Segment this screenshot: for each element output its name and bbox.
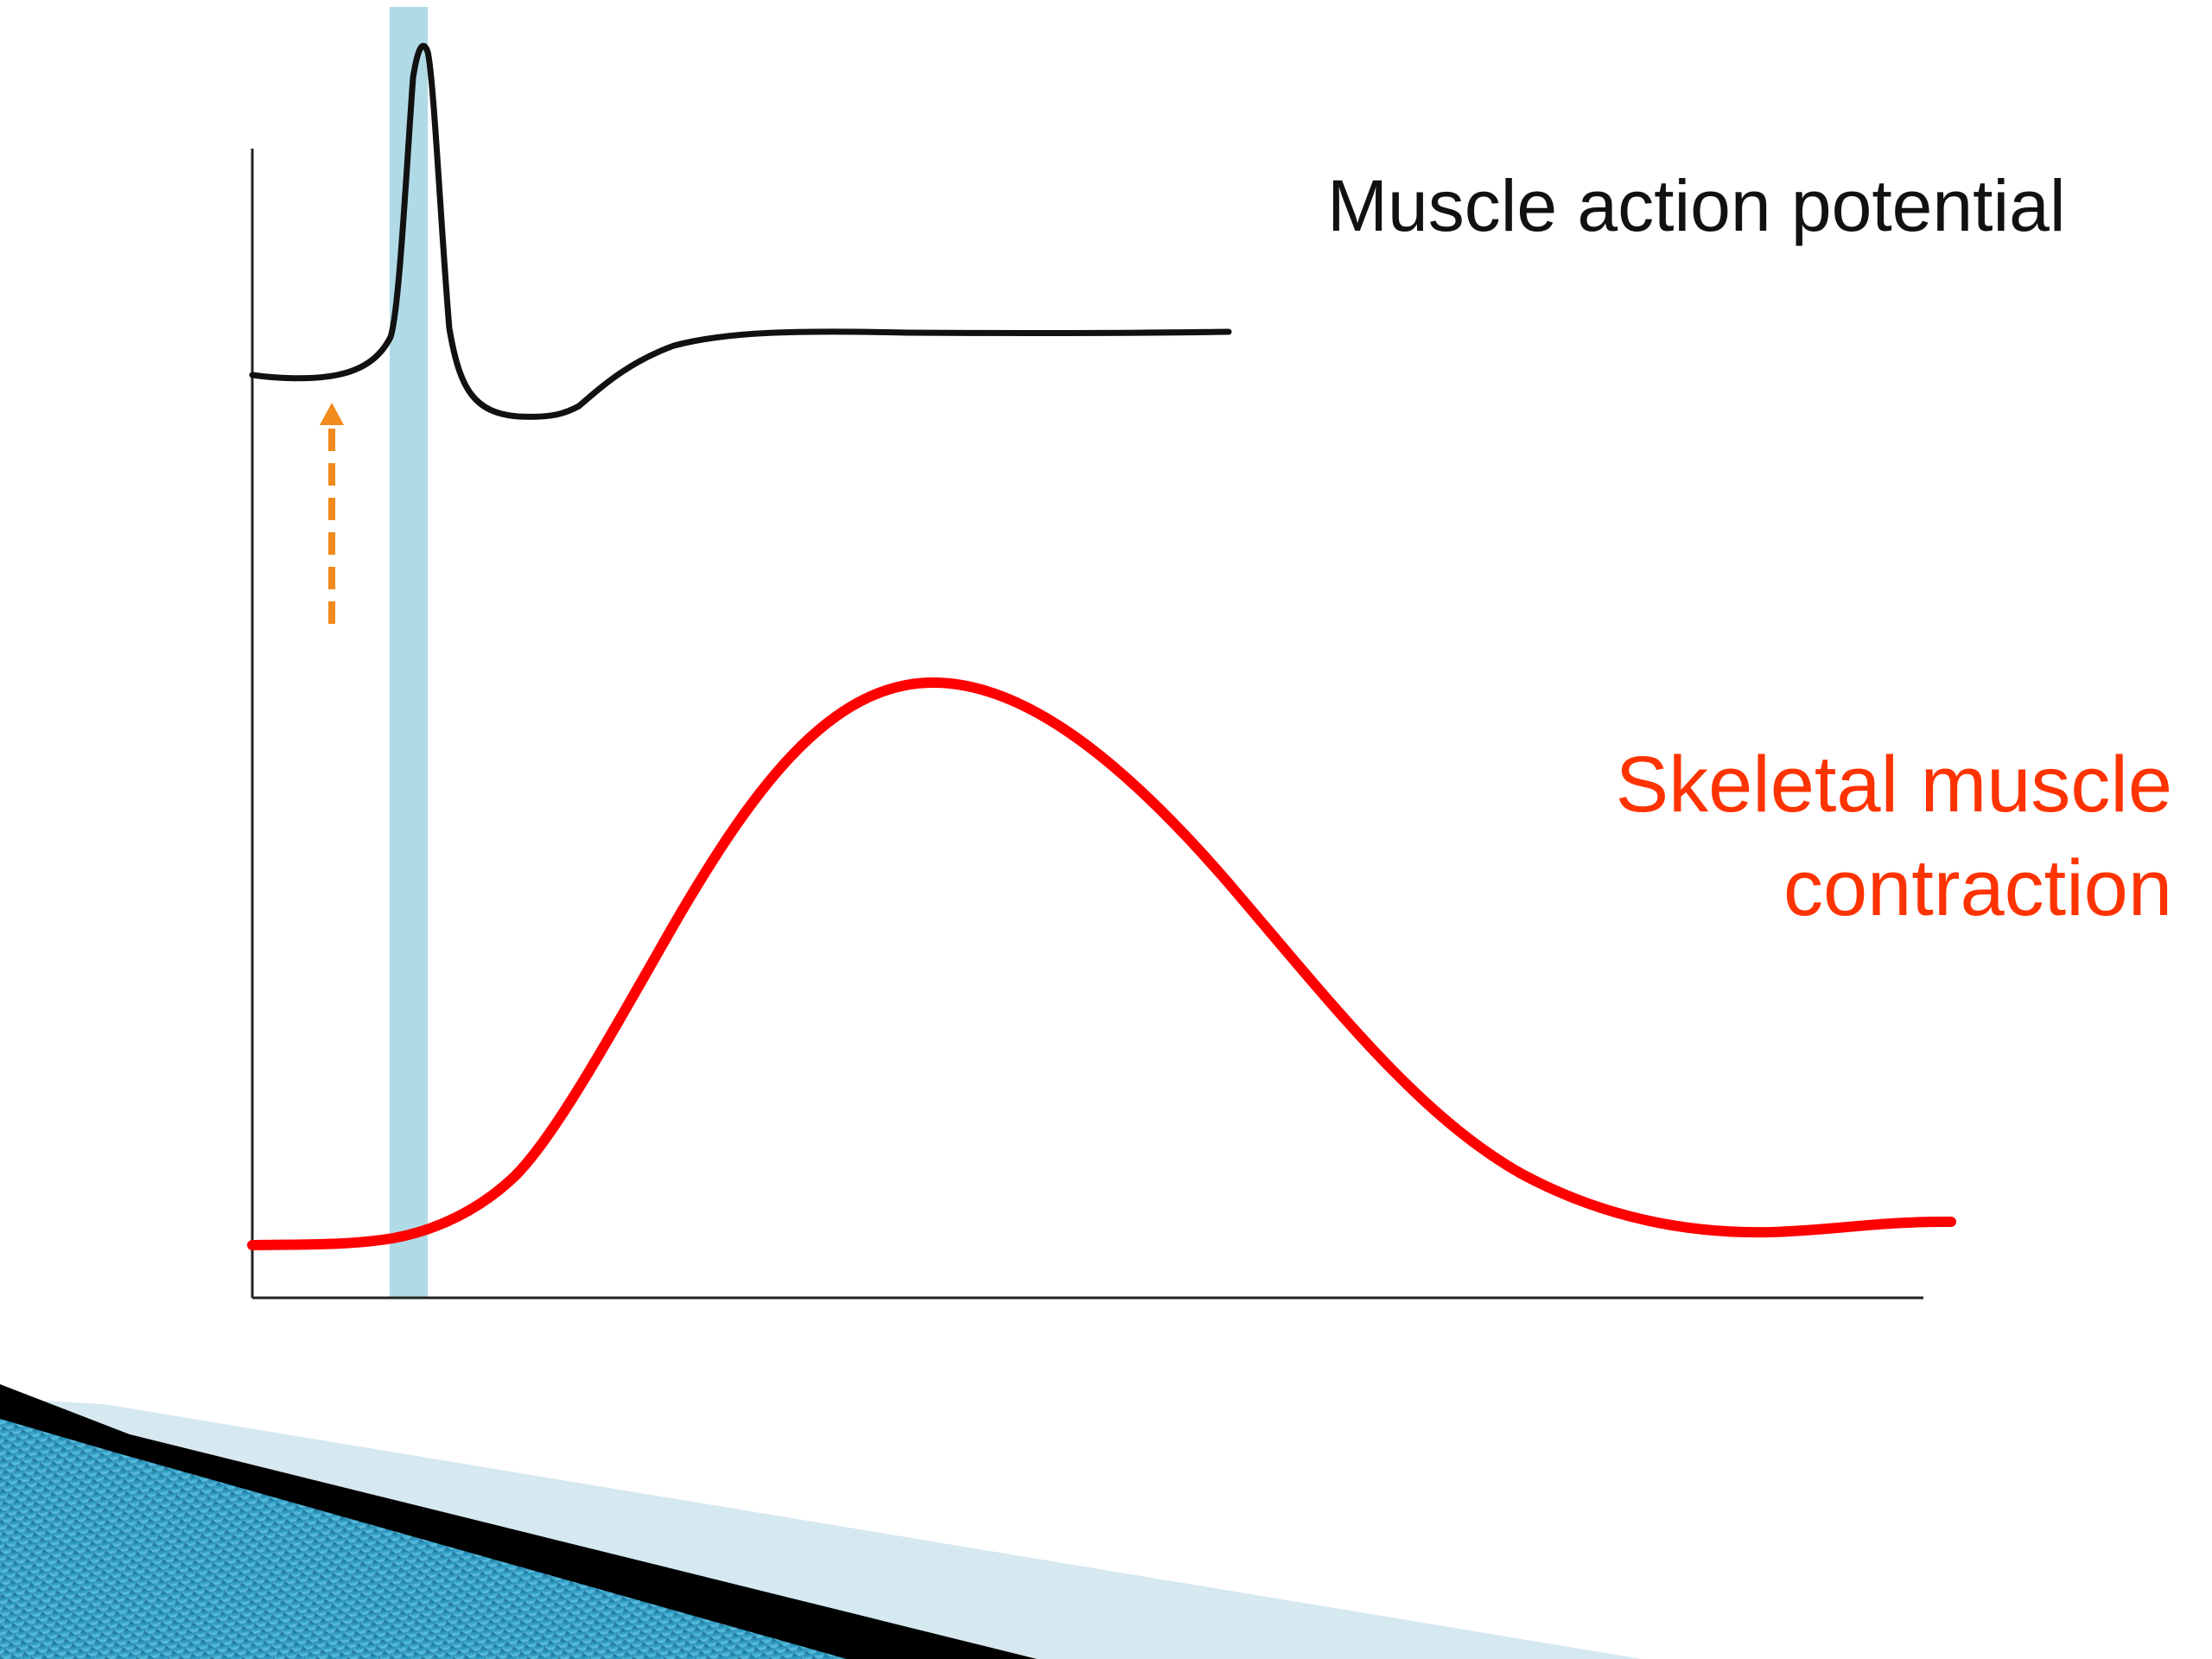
contraction-trace bbox=[247, 677, 1956, 1250]
slide-decoration bbox=[0, 1384, 1642, 1659]
action-potential-trace bbox=[249, 42, 1232, 420]
action-potential-label: Muscle action potential bbox=[1327, 165, 2066, 246]
dashed-up-arrow-icon bbox=[320, 403, 344, 624]
contraction-label: Skeletal muscle contraction bbox=[1616, 733, 2172, 940]
contraction-label-line1: Skeletal muscle bbox=[1615, 741, 2172, 829]
contraction-label-line2: contraction bbox=[1783, 844, 2172, 932]
latent-period-band bbox=[390, 7, 428, 1298]
